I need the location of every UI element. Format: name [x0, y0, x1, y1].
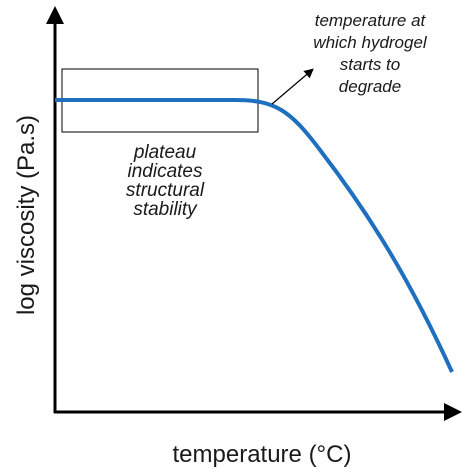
annotation-line: which hydrogel [313, 33, 428, 52]
annotation-line: temperature at [315, 11, 427, 30]
annotation-arrow [271, 68, 314, 105]
annotation-line: degrade [339, 77, 401, 96]
viscosity-curve [55, 98, 454, 373]
y-axis-arrow [46, 6, 64, 24]
annotation-line: stability [133, 199, 198, 220]
annotation-line: plateau [133, 142, 197, 163]
annotation-line: starts to [340, 55, 400, 74]
annotation-line: structural [126, 180, 205, 201]
y-axis-label: log viscosity (Pa.s) [13, 115, 40, 315]
x-axis-arrow [444, 403, 462, 421]
x-axis-label: temperature (°C) [173, 441, 352, 468]
annotation-line: indicates [128, 161, 203, 182]
